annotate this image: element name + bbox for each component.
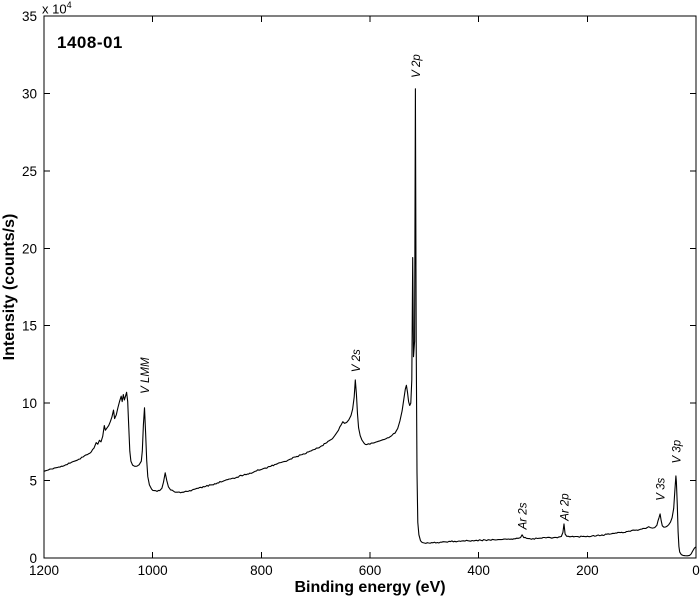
y-tick-label: 35 [22, 9, 37, 24]
y-axis-offset-label: x 104 [42, 0, 72, 16]
x-tick-label: 1200 [29, 563, 59, 578]
y-tick-label: 10 [22, 396, 37, 411]
peak-label-v-lmm: V LMM [140, 357, 152, 394]
y-axis-offset-exponent: 4 [66, 0, 72, 10]
x-tick-label: 0 [692, 563, 700, 578]
y-axis-label: Intensity (counts/s) [1, 213, 18, 361]
y-tick-label: 15 [22, 319, 37, 334]
x-tick-label: 600 [359, 563, 382, 578]
sample-id-label: 1408-01 [57, 33, 123, 52]
x-tick-label: 200 [576, 563, 599, 578]
x-tick-label: 400 [467, 563, 490, 578]
x-axis-label: Binding energy (eV) [294, 579, 446, 596]
x-tick-label: 800 [250, 563, 273, 578]
y-axis-offset-base: x 10 [42, 1, 67, 17]
y-tick-label: 20 [22, 241, 37, 256]
peak-label-ar-2p: Ar 2p [560, 493, 572, 522]
peak-label-v-2s: V 2s [351, 349, 363, 372]
peak-label-ar-2s: Ar 2s [518, 502, 530, 530]
x-tick-label: 1000 [138, 563, 168, 578]
peak-label-v-2p: V 2p [411, 54, 423, 78]
y-tick-label: 30 [22, 86, 37, 101]
peak-label-v-3s: V 3s [656, 477, 668, 500]
y-tick-label: 25 [22, 164, 37, 179]
spectrum-line [43, 88, 697, 557]
y-tick-label: 5 [29, 474, 37, 489]
plot-frame [43, 15, 697, 559]
peak-label-v-3p: V 3p [671, 439, 683, 463]
y-tick-label: 0 [29, 551, 37, 566]
